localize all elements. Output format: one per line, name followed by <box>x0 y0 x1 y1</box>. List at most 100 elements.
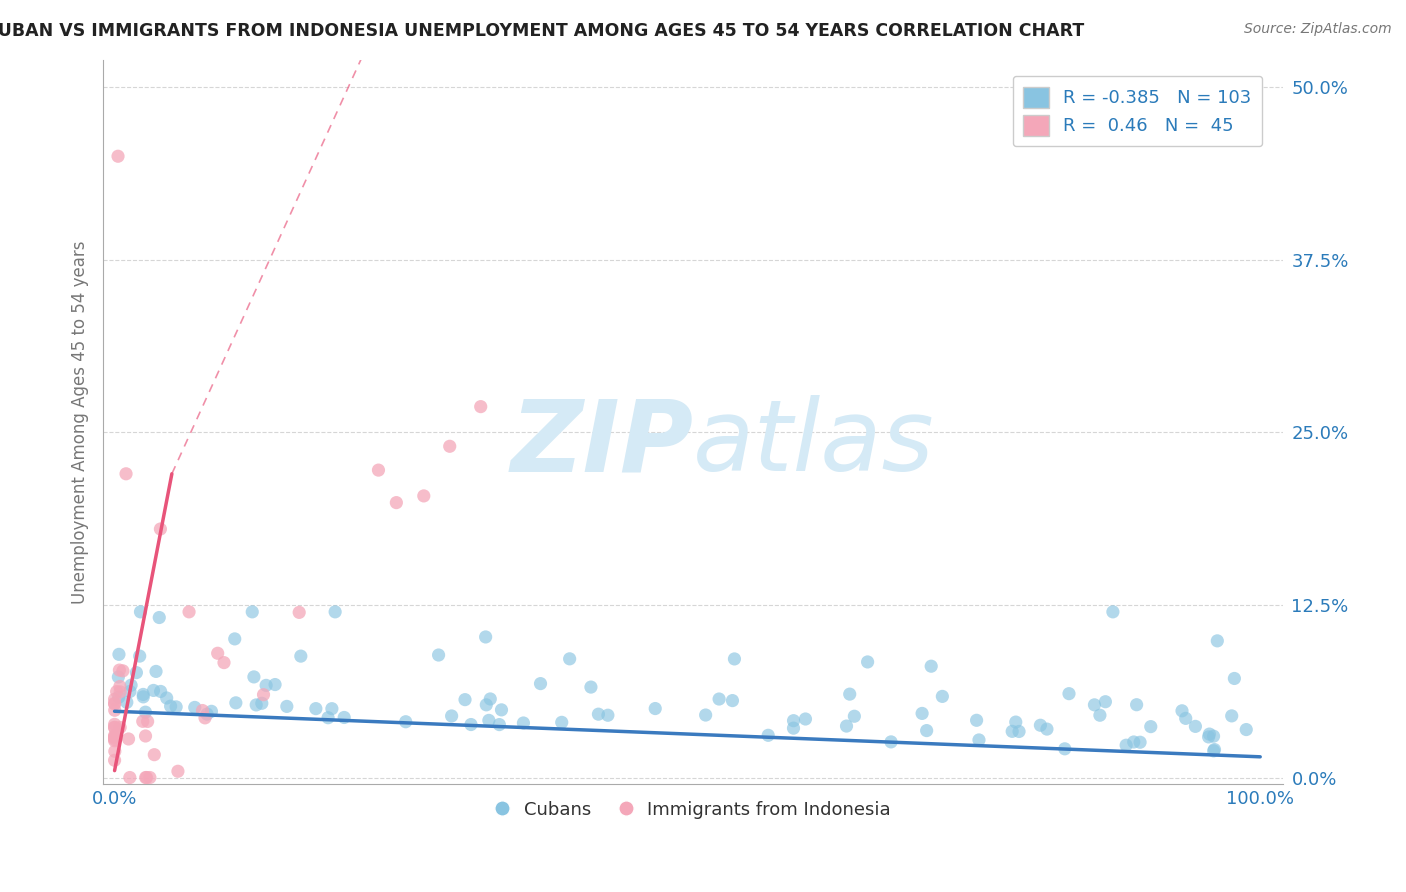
Point <box>1184 719 1206 733</box>
Point <box>107 690 129 705</box>
Point <box>145 665 167 679</box>
Point <box>1234 723 1257 737</box>
Point <box>721 693 744 707</box>
Point <box>1122 735 1144 749</box>
Point <box>1001 724 1024 739</box>
Point <box>103 732 125 747</box>
Point <box>108 680 131 694</box>
Point <box>108 663 131 677</box>
Point <box>149 684 172 698</box>
Point <box>835 719 858 733</box>
Point <box>135 771 157 785</box>
Point <box>104 744 127 758</box>
Point <box>103 717 125 731</box>
Point <box>478 714 501 728</box>
Point <box>474 630 496 644</box>
Point <box>149 522 172 536</box>
Point <box>305 701 328 715</box>
Point <box>143 747 166 762</box>
Point <box>134 705 156 719</box>
Point <box>288 606 311 620</box>
Point <box>115 695 138 709</box>
Point <box>200 704 222 718</box>
Point <box>139 771 162 785</box>
Point <box>1053 741 1076 756</box>
Point <box>167 764 190 779</box>
Point <box>1129 735 1152 749</box>
Point <box>290 649 312 664</box>
Point <box>931 690 953 704</box>
Point <box>475 698 498 712</box>
Point <box>1029 718 1052 732</box>
Point <box>105 684 128 698</box>
Point <box>1198 730 1220 744</box>
Point <box>103 730 125 744</box>
Point <box>115 467 138 481</box>
Point <box>470 400 492 414</box>
Point <box>367 463 389 477</box>
Point <box>264 677 287 691</box>
Point <box>135 729 157 743</box>
Point <box>177 605 200 619</box>
Point <box>103 697 125 711</box>
Point <box>240 605 263 619</box>
Point <box>103 692 125 706</box>
Point <box>136 714 159 729</box>
Point <box>1171 704 1194 718</box>
Point <box>191 704 214 718</box>
Point <box>588 707 610 722</box>
Point <box>454 692 477 706</box>
Point <box>488 717 510 731</box>
Point <box>118 684 141 698</box>
Point <box>132 690 155 704</box>
Point <box>1036 722 1059 736</box>
Point <box>529 676 551 690</box>
Point <box>159 699 181 714</box>
Point <box>107 149 129 163</box>
Point <box>512 716 534 731</box>
Text: Source: ZipAtlas.com: Source: ZipAtlas.com <box>1244 22 1392 37</box>
Point <box>103 731 125 745</box>
Point <box>1094 695 1116 709</box>
Point <box>479 692 502 706</box>
Text: atlas: atlas <box>693 395 935 492</box>
Point <box>107 670 129 684</box>
Point <box>142 683 165 698</box>
Point <box>412 489 434 503</box>
Point <box>880 735 903 749</box>
Point <box>224 632 246 646</box>
Point <box>1223 672 1246 686</box>
Point <box>491 703 513 717</box>
Point <box>148 610 170 624</box>
Point <box>321 701 343 715</box>
Point <box>695 708 717 723</box>
Point <box>1088 708 1111 723</box>
Point <box>1102 605 1125 619</box>
Point <box>245 698 267 712</box>
Point <box>920 659 942 673</box>
Point <box>1198 727 1220 741</box>
Point <box>103 721 125 735</box>
Point <box>856 655 879 669</box>
Point <box>120 678 142 692</box>
Point <box>1206 633 1229 648</box>
Point <box>439 439 461 453</box>
Point <box>165 699 187 714</box>
Point <box>427 648 450 662</box>
Point <box>316 711 339 725</box>
Point <box>108 685 131 699</box>
Point <box>103 697 125 711</box>
Point <box>440 709 463 723</box>
Point <box>132 688 155 702</box>
Point <box>333 710 356 724</box>
Point <box>1174 711 1197 725</box>
Point <box>966 714 988 728</box>
Point <box>254 678 277 692</box>
Point <box>108 721 131 735</box>
Point <box>207 646 229 660</box>
Point <box>156 691 179 706</box>
Point <box>104 703 127 717</box>
Point <box>579 680 602 694</box>
Point <box>276 699 298 714</box>
Point <box>117 731 139 746</box>
